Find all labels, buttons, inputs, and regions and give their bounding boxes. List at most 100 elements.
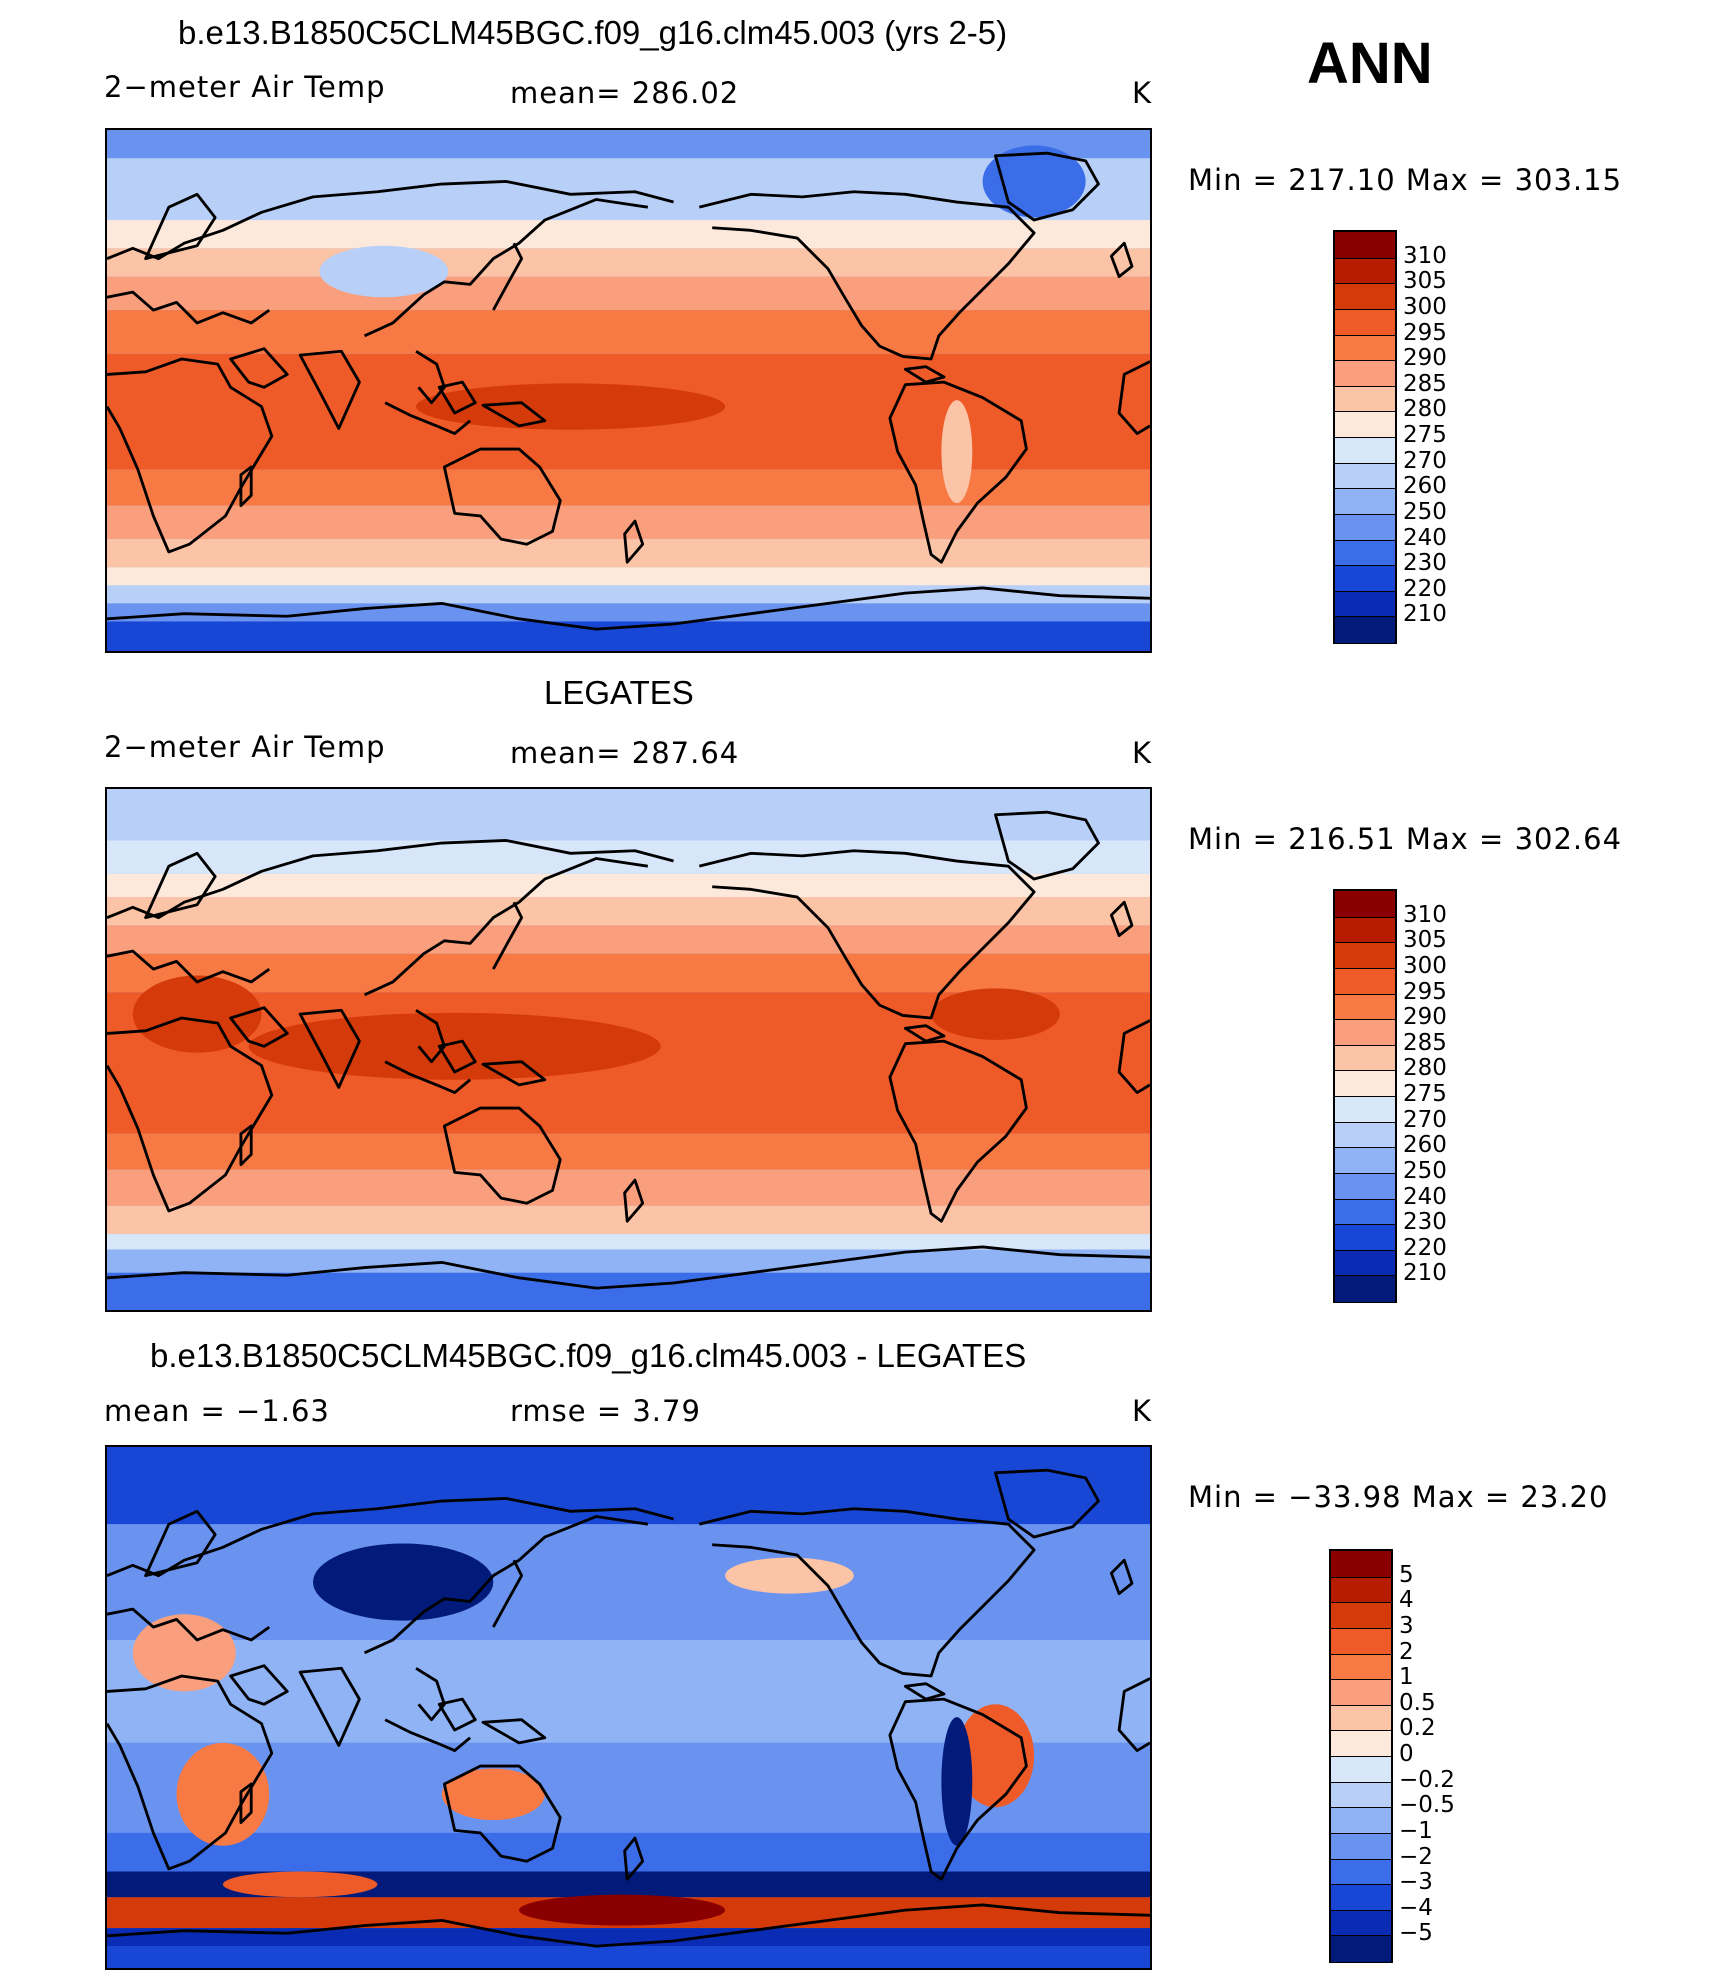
colorbar-segment bbox=[1331, 1807, 1391, 1834]
panel-2-colorbar bbox=[1333, 889, 1397, 1303]
colorbar-segment bbox=[1331, 1551, 1391, 1577]
colorbar-segment bbox=[1335, 1198, 1395, 1226]
panel-1-title: b.e13.B1850C5CLM45BGC.f09_g16.clm45.003 … bbox=[178, 14, 1008, 51]
colorbar-tick-label: −5 bbox=[1399, 1920, 1433, 1947]
colorbar-tick-label: 300 bbox=[1403, 952, 1447, 979]
colorbar-tick-label: 285 bbox=[1403, 1029, 1447, 1056]
colorbar-segment bbox=[1331, 1679, 1391, 1706]
colorbar-tick-label: 275 bbox=[1403, 422, 1447, 448]
colorbar-segment bbox=[1331, 1909, 1391, 1937]
colorbar-tick-label: 290 bbox=[1403, 345, 1447, 372]
colorbar-tick-label: −3 bbox=[1399, 1869, 1433, 1896]
colorbar-segment bbox=[1335, 360, 1395, 387]
colorbar-segment bbox=[1335, 1275, 1395, 1302]
colorbar-segment bbox=[1335, 1096, 1395, 1123]
panel-1-mean-label: mean= 286.02 bbox=[510, 76, 740, 110]
colorbar-tick-label: 280 bbox=[1403, 1055, 1447, 1082]
colorbar-tick-label: 0.5 bbox=[1399, 1689, 1436, 1716]
colorbar-tick-label: 3 bbox=[1399, 1612, 1414, 1639]
colorbar-tick-label: 5 bbox=[1399, 1561, 1414, 1588]
colorbar-segment bbox=[1331, 1935, 1391, 1962]
colorbar-segment bbox=[1335, 1121, 1395, 1149]
panel-1-variable-label: 2−meter Air Temp bbox=[104, 70, 386, 104]
colorbar-segment bbox=[1331, 1781, 1391, 1809]
colorbar-segment bbox=[1335, 590, 1395, 618]
colorbar-tick-label: 310 bbox=[1403, 242, 1447, 269]
colorbar-segment bbox=[1335, 334, 1395, 362]
panel-3-map bbox=[105, 1445, 1152, 1970]
colorbar-segment bbox=[1331, 1730, 1391, 1757]
colorbar-tick-label: 220 bbox=[1403, 575, 1447, 602]
colorbar-tick-label: 2 bbox=[1399, 1638, 1414, 1665]
colorbar-segment bbox=[1331, 1704, 1391, 1732]
colorbar-segment bbox=[1335, 257, 1395, 285]
colorbar-segment bbox=[1335, 916, 1395, 944]
colorbar-segment bbox=[1335, 488, 1395, 515]
colorbar-segment bbox=[1335, 1044, 1395, 1072]
colorbar-tick-label: 230 bbox=[1403, 1209, 1447, 1236]
colorbar-segment bbox=[1331, 1756, 1391, 1783]
colorbar-tick-label: −2 bbox=[1399, 1843, 1433, 1870]
colorbar-tick-label: 305 bbox=[1403, 268, 1447, 295]
colorbar-tick-label: 260 bbox=[1403, 473, 1447, 500]
panel-2-map bbox=[105, 787, 1152, 1312]
colorbar-segment bbox=[1335, 385, 1395, 413]
colorbar-tick-label: 210 bbox=[1403, 601, 1447, 628]
colorbar-segment bbox=[1331, 1576, 1391, 1604]
colorbar-tick-label: 250 bbox=[1403, 498, 1447, 525]
colorbar-tick-label: 0 bbox=[1399, 1741, 1414, 1767]
colorbar-segment bbox=[1331, 1884, 1391, 1911]
colorbar-tick-label: 295 bbox=[1403, 978, 1447, 1005]
colorbar-tick-label: 0.2 bbox=[1399, 1715, 1436, 1742]
panel-3-colorbar bbox=[1329, 1549, 1393, 1963]
panel-3-units: K bbox=[1132, 1394, 1153, 1428]
colorbar-segment bbox=[1335, 891, 1395, 917]
colorbar-tick-label: 290 bbox=[1403, 1004, 1447, 1031]
panel-2-title: LEGATES bbox=[544, 674, 694, 711]
colorbar-segment bbox=[1335, 232, 1395, 258]
colorbar-segment bbox=[1335, 308, 1395, 336]
colorbar-tick-label: 230 bbox=[1403, 550, 1447, 577]
colorbar-segment bbox=[1335, 1070, 1395, 1097]
panel-1-minmax: Min = 217.10 Max = 303.15 bbox=[1188, 163, 1623, 197]
model-temperature-map bbox=[107, 130, 1150, 651]
colorbar-tick-label: 295 bbox=[1403, 319, 1447, 346]
colorbar-tick-label: 300 bbox=[1403, 293, 1447, 320]
colorbar-segment bbox=[1335, 411, 1395, 438]
colorbar-tick-label: 275 bbox=[1403, 1081, 1447, 1107]
colorbar-segment bbox=[1335, 1249, 1395, 1277]
colorbar-segment bbox=[1335, 437, 1395, 464]
panel-2-mean-label: mean= 287.64 bbox=[510, 736, 740, 770]
colorbar-tick-label: −4 bbox=[1399, 1894, 1433, 1921]
colorbar-segment bbox=[1335, 283, 1395, 310]
colorbar-tick-label: 260 bbox=[1403, 1132, 1447, 1159]
colorbar-segment bbox=[1331, 1653, 1391, 1681]
colorbar-segment bbox=[1331, 1627, 1391, 1655]
colorbar-segment bbox=[1335, 462, 1395, 490]
colorbar-segment bbox=[1331, 1602, 1391, 1629]
colorbar-segment bbox=[1335, 1172, 1395, 1200]
colorbar-tick-label: 310 bbox=[1403, 901, 1447, 928]
colorbar-tick-label: 250 bbox=[1403, 1157, 1447, 1184]
observed-temperature-map bbox=[107, 789, 1150, 1310]
colorbar-segment bbox=[1335, 1224, 1395, 1251]
colorbar-segment bbox=[1335, 942, 1395, 969]
colorbar-tick-label: 280 bbox=[1403, 396, 1447, 423]
panel-1-map bbox=[105, 128, 1152, 653]
colorbar-segment bbox=[1335, 1019, 1395, 1046]
colorbar-tick-label: 4 bbox=[1399, 1587, 1414, 1614]
colorbar-tick-label: 270 bbox=[1403, 1106, 1447, 1133]
colorbar-tick-label: −0.5 bbox=[1399, 1792, 1455, 1819]
colorbar-tick-label: 270 bbox=[1403, 447, 1447, 474]
colorbar-segment bbox=[1335, 993, 1395, 1021]
season-label: ANN bbox=[1307, 31, 1433, 96]
colorbar-segment bbox=[1335, 967, 1395, 995]
colorbar-tick-label: 1 bbox=[1399, 1664, 1414, 1691]
colorbar-tick-label: 240 bbox=[1403, 1183, 1447, 1210]
colorbar-tick-label: 210 bbox=[1403, 1260, 1447, 1287]
colorbar-tick-label: 220 bbox=[1403, 1234, 1447, 1261]
colorbar-tick-label: 285 bbox=[1403, 370, 1447, 397]
colorbar-tick-label: −1 bbox=[1399, 1817, 1433, 1844]
panel-2-variable-label: 2−meter Air Temp bbox=[104, 730, 386, 764]
panel-3-title: b.e13.B1850C5CLM45BGC.f09_g16.clm45.003 … bbox=[150, 1337, 1027, 1374]
